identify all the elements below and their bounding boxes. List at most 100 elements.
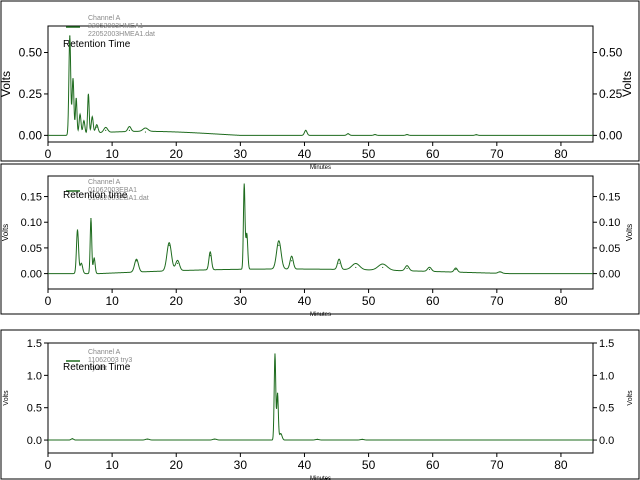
x-axis-label: Minutes bbox=[310, 165, 331, 171]
peak-point bbox=[83, 121, 85, 123]
peak-point bbox=[79, 114, 81, 117]
peak-point bbox=[80, 262, 82, 264]
x-tick-label: 40 bbox=[298, 294, 312, 308]
x-tick-label: 40 bbox=[298, 458, 312, 472]
x-tick-label: 20 bbox=[170, 458, 184, 472]
panel-border bbox=[0, 329, 640, 480]
x-tick-label: 50 bbox=[362, 147, 376, 161]
x-tick-label: 70 bbox=[490, 458, 504, 472]
x-tick-label: 0 bbox=[45, 294, 52, 308]
x-tick-label: 20 bbox=[170, 294, 184, 308]
peak-point bbox=[291, 260, 293, 262]
y-tick-label: 1.5 bbox=[27, 338, 42, 350]
y2-tick-label: 0.25 bbox=[599, 87, 623, 101]
y-tick-label: 0.05 bbox=[21, 243, 42, 255]
y-tick-label: 1.0 bbox=[27, 370, 42, 382]
y2-tick-label: 1.5 bbox=[599, 338, 614, 350]
x-axis-label: Minutes bbox=[310, 476, 331, 480]
chromatogram-trace bbox=[48, 353, 593, 441]
peak-point bbox=[168, 244, 170, 246]
legend-entry: 11062003 try3 bbox=[88, 357, 132, 364]
y2-tick-label: 0.15 bbox=[599, 192, 620, 204]
x-tick-label: 70 bbox=[490, 294, 504, 308]
peak-point bbox=[75, 98, 77, 100]
peak-point bbox=[71, 438, 73, 440]
panel-border bbox=[0, 0, 640, 162]
y2-tick-label: 1.0 bbox=[599, 370, 614, 382]
x-axis-label: Minutes bbox=[310, 312, 331, 318]
y-tick-label: 0.15 bbox=[21, 192, 42, 204]
y-axis-label: Volts bbox=[0, 71, 13, 97]
peak-point bbox=[355, 266, 357, 269]
y-tick-label: 0.10 bbox=[21, 217, 42, 229]
x-tick-label: 50 bbox=[362, 294, 376, 308]
x-tick-label: 0 bbox=[45, 147, 52, 161]
y-tick-label: 0.50 bbox=[19, 46, 43, 60]
peak-point bbox=[374, 133, 376, 136]
x-tick-label: 40 bbox=[298, 147, 312, 161]
y2-axis-label: Volts bbox=[625, 224, 634, 241]
legend-entry: 01062003EBA1 bbox=[88, 187, 137, 194]
peak-point bbox=[69, 35, 71, 37]
peak-point bbox=[176, 262, 179, 264]
chromatogram-trace bbox=[48, 183, 593, 275]
peak-point bbox=[144, 131, 147, 133]
peak-point bbox=[406, 267, 408, 270]
x-tick-label: 60 bbox=[426, 458, 440, 472]
legend-entry: Channel A bbox=[88, 349, 121, 356]
x-tick-label: 80 bbox=[554, 294, 568, 308]
legend-entry: Channel A bbox=[88, 179, 121, 186]
y2-tick-label: 0.10 bbox=[599, 217, 620, 229]
peak-point bbox=[96, 126, 98, 128]
peak-point bbox=[246, 237, 248, 239]
x-tick-label: 10 bbox=[105, 458, 119, 472]
y-axis-label: Volts bbox=[1, 224, 10, 241]
y2-axis-label: Volts bbox=[627, 390, 634, 406]
retention-time-annotation: Retention Time bbox=[63, 362, 131, 373]
y2-tick-label: 0.00 bbox=[599, 128, 623, 142]
peak-point bbox=[499, 271, 501, 273]
y2-tick-label: 0.50 bbox=[599, 46, 623, 60]
peak-point bbox=[475, 134, 477, 136]
legend-entry: 22052003HMEA1.dat bbox=[88, 31, 155, 38]
x-tick-label: 20 bbox=[170, 147, 184, 161]
retention-time-annotation: Retention Time bbox=[63, 39, 131, 50]
y2-tick-label: 0.0 bbox=[599, 435, 614, 447]
peak-point bbox=[93, 257, 95, 259]
y2-tick-label: 0.5 bbox=[599, 403, 614, 415]
y-tick-label: 0.0 bbox=[27, 435, 42, 447]
peak-point bbox=[72, 78, 74, 80]
x-tick-label: 30 bbox=[234, 147, 248, 161]
y-tick-label: 0.5 bbox=[27, 403, 42, 415]
plot-area bbox=[47, 175, 594, 290]
peak-point bbox=[305, 129, 307, 131]
peak-point bbox=[90, 218, 92, 220]
legend-entry: 22052003HMEA1 bbox=[88, 23, 143, 30]
retention-time-annotation: Retention time bbox=[63, 190, 128, 201]
y2-tick-label: 0.05 bbox=[599, 243, 620, 255]
x-tick-label: 80 bbox=[554, 458, 568, 472]
peak-point bbox=[274, 353, 276, 355]
plot-area bbox=[47, 25, 594, 143]
peak-point bbox=[428, 268, 431, 271]
x-tick-label: 10 bbox=[105, 147, 119, 161]
y-tick-label: 0.00 bbox=[19, 128, 43, 142]
peak-point bbox=[214, 438, 216, 440]
chart-panel-1: 0 10 20 30 40 50 60 70 80 0.00 0.00 0.25 0.25 0.50 0.5… bbox=[0, 0, 640, 171]
chart-panel-2: 0 10 20 30 40 50 60 70 80 0.00 0.00 0.05 0.05 0.10 0.1… bbox=[0, 163, 640, 318]
peak-point bbox=[91, 118, 93, 120]
peak-point bbox=[455, 268, 457, 271]
peak-point bbox=[280, 432, 282, 435]
peak-point bbox=[128, 129, 131, 131]
x-tick-label: 60 bbox=[426, 294, 440, 308]
x-tick-label: 10 bbox=[105, 294, 119, 308]
x-tick-label: 0 bbox=[45, 458, 52, 472]
x-tick-label: 60 bbox=[426, 147, 440, 161]
peak-point bbox=[87, 95, 89, 97]
peak-point bbox=[76, 229, 79, 231]
x-tick-label: 70 bbox=[490, 147, 504, 161]
legend-entry: 01062003EBA1.dat bbox=[88, 195, 149, 202]
x-tick-label: 80 bbox=[554, 147, 568, 161]
y-tick-label: 0.25 bbox=[19, 87, 43, 101]
